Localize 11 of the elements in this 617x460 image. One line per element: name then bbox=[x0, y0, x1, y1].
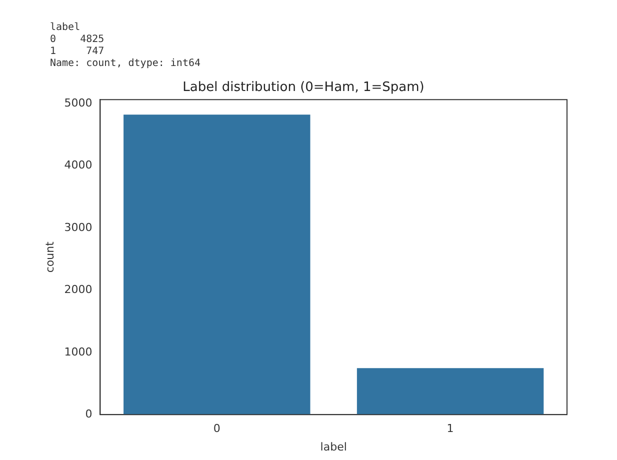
y-tick-label: 3000 bbox=[64, 220, 92, 234]
y-axis-title: count bbox=[43, 240, 56, 273]
y-tick-label: 0 bbox=[85, 407, 92, 420]
y-tick-label: 4000 bbox=[64, 158, 92, 172]
y-tick-label: 1000 bbox=[64, 345, 92, 358]
chart-title: Label distribution (0=Ham, 1=Spam) bbox=[182, 80, 424, 96]
y-tick-label: 5000 bbox=[64, 96, 92, 110]
x-axis-title: label bbox=[320, 440, 347, 454]
x-tick-label: 1 bbox=[446, 422, 454, 436]
y-tick-label: 2000 bbox=[64, 283, 92, 296]
text: label 0 4825 1 747 Name: count, dtype: int64 bbox=[50, 22, 201, 70]
